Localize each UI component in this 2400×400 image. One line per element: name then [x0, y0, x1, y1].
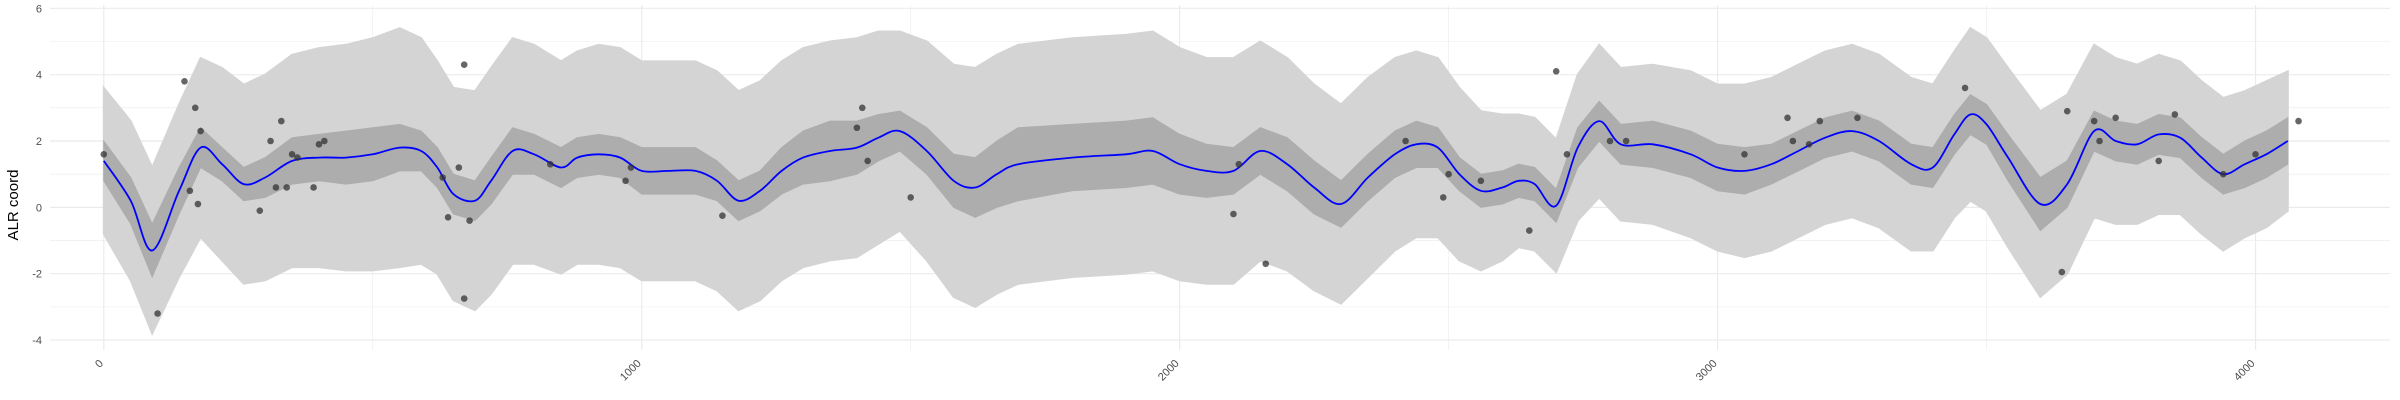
data-point — [466, 217, 473, 224]
data-point — [864, 157, 871, 165]
data-point — [1230, 210, 1237, 218]
data-point — [460, 61, 468, 69]
data-point — [278, 117, 285, 125]
data-point — [310, 184, 317, 191]
x-tick-label: 2000 — [1156, 358, 1182, 384]
y-tick-label: 2 — [36, 136, 42, 148]
data-point — [858, 104, 866, 112]
data-point — [194, 200, 202, 208]
data-point — [181, 77, 188, 85]
data-point — [1622, 137, 1630, 145]
data-point — [2155, 157, 2162, 165]
data-point — [2171, 111, 2179, 118]
y-axis-ticks: -4 -2 0 2 4 6 — [32, 3, 42, 347]
x-tick-label: 3000 — [1694, 358, 1720, 384]
data-point — [1402, 137, 1409, 145]
y-tick-label: -4 — [32, 335, 42, 347]
data-point — [2058, 268, 2066, 276]
data-point — [1445, 170, 1452, 178]
data-point — [1805, 141, 1813, 148]
data-point — [2112, 114, 2119, 122]
x-axis-ticks: 0 1000 2000 3000 4000 — [93, 358, 2258, 384]
data-point — [100, 150, 108, 158]
data-point — [283, 184, 290, 191]
y-tick-label: 4 — [36, 70, 42, 82]
inner-confidence-band — [103, 93, 2289, 279]
data-point — [719, 212, 726, 219]
x-tick-label: 1000 — [618, 358, 644, 384]
data-point — [2063, 107, 2071, 115]
data-point — [2096, 137, 2103, 145]
y-tick-label: 0 — [36, 202, 42, 214]
data-point — [154, 310, 161, 317]
data-point — [2252, 150, 2259, 158]
data-point — [627, 164, 635, 171]
data-point — [1262, 260, 1270, 268]
y-tick-label: 6 — [36, 3, 42, 15]
data-point — [546, 160, 554, 168]
data-point — [1606, 137, 1614, 145]
data-point — [256, 207, 264, 214]
data-point — [1552, 68, 1560, 75]
data-point — [2090, 117, 2098, 125]
data-point — [2295, 117, 2302, 125]
data-point — [1784, 114, 1791, 122]
data-point — [455, 164, 463, 171]
y-axis-title: ALR coord — [5, 170, 22, 241]
data-point — [1961, 84, 1969, 92]
data-point — [294, 154, 301, 161]
data-point — [2219, 170, 2227, 178]
data-point — [853, 124, 861, 132]
data-point — [439, 174, 446, 181]
data-point — [1789, 137, 1797, 145]
data-point — [1477, 177, 1485, 185]
data-point — [1854, 114, 1861, 122]
data-point — [288, 150, 296, 158]
data-point — [444, 214, 452, 221]
data-point — [315, 141, 323, 148]
data-point — [460, 295, 468, 302]
data-point — [1563, 150, 1571, 158]
data-points — [100, 61, 2302, 317]
data-point — [321, 137, 328, 145]
data-point — [1741, 150, 1748, 158]
mean-line — [103, 113, 2289, 252]
data-point — [1439, 194, 1447, 201]
data-point — [1526, 227, 1533, 234]
data-point — [267, 137, 274, 145]
x-tick-label: 4000 — [2232, 358, 2258, 384]
data-point — [1235, 160, 1243, 168]
data-point — [272, 184, 280, 191]
x-tick-label: 0 — [93, 358, 106, 371]
y-tick-label: -2 — [32, 269, 42, 281]
data-point — [197, 127, 204, 135]
data-point — [622, 177, 629, 185]
data-point — [186, 187, 194, 195]
data-point — [1816, 117, 1824, 125]
data-point — [907, 194, 914, 201]
data-point — [191, 104, 199, 112]
